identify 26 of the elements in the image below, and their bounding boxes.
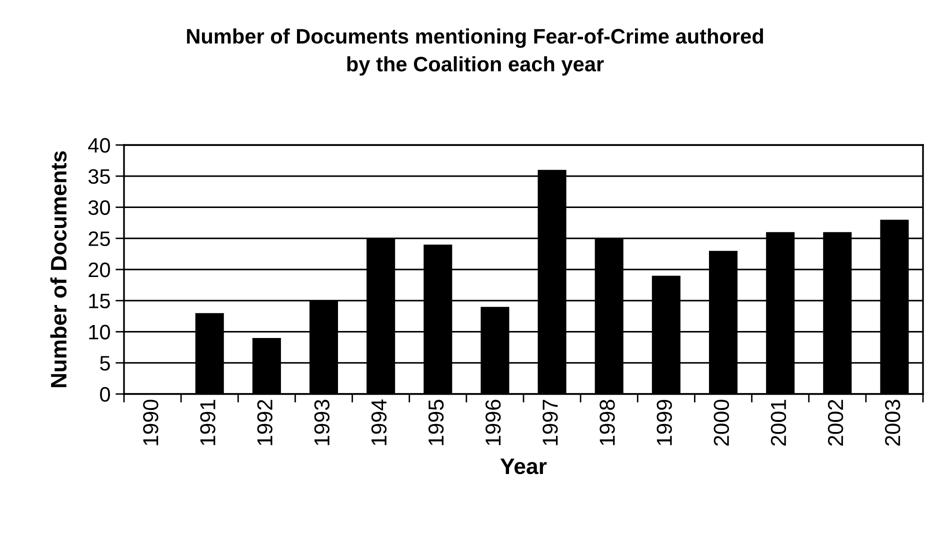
x-tick-label: 2000 [714,400,730,446]
y-tick-label: 25 [88,231,110,246]
y-tick-label: 0 [100,387,110,402]
chart-title: Number of Documents mentioning Fear-of-Crime authored by the Coalition each year [187,28,764,76]
y-tick-label: 5 [100,356,110,371]
x-tick-label: 1992 [257,400,272,446]
x-tick-label: 1991 [200,400,216,446]
y-tick-label: 15 [89,294,110,308]
x-tick-label: 2003 [885,400,900,446]
x-tick-label: 1994 [371,399,387,446]
x-tick-label: 1998 [600,400,615,446]
x-tick-label: 1999 [656,400,672,446]
y-tick-label: 30 [88,200,110,216]
x-tick-label: 2001 [770,400,786,446]
x-tick-label: 2002 [828,400,844,446]
y-tick-label: 40 [88,138,110,153]
x-tick-label: 1995 [428,400,444,446]
x-tick-label: 1993 [314,400,330,446]
x-tick-label: 1997 [542,400,558,446]
x-tick-label: 1996 [486,400,501,446]
x-axis-title: Year [500,458,547,474]
y-tick-label: 35 [88,169,110,184]
y-tick-label: 10 [89,324,110,340]
y-axis-title: Number of Documents [50,151,67,388]
y-tick-label: 20 [88,262,110,278]
x-tick-label: 1990 [143,400,158,446]
